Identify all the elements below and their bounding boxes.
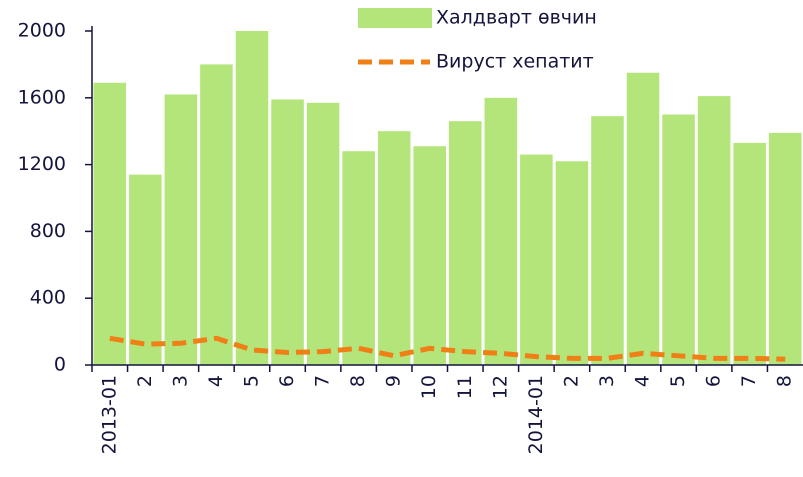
x-tick-label: 2014-01 xyxy=(525,375,547,454)
line xyxy=(109,335,786,362)
bar xyxy=(342,151,375,365)
bar xyxy=(555,161,589,365)
x-tick-label: 2 xyxy=(134,375,156,387)
y-tick-label: 2000 xyxy=(18,20,66,42)
x-tick-label: 4 xyxy=(205,375,227,387)
legend-label: Халдварт өвчин xyxy=(436,7,597,29)
x-tick-label: 5 xyxy=(667,375,689,387)
y-tick-label: 800 xyxy=(30,220,66,242)
x-tick-label: 3 xyxy=(596,375,618,387)
bar xyxy=(768,132,802,365)
x-tick-label: 9 xyxy=(383,375,405,387)
x-tick-label: 2 xyxy=(560,375,582,387)
x-tick-label: 3 xyxy=(169,375,191,387)
bar xyxy=(93,82,127,366)
legend-label: Вируст хепатит xyxy=(436,51,594,73)
y-tick-label: 400 xyxy=(30,287,66,309)
bar xyxy=(271,99,304,365)
y-tick-label: 1200 xyxy=(18,153,66,175)
x-tick-label: 10 xyxy=(418,375,440,399)
x-tick-label: 11 xyxy=(454,375,476,399)
bar xyxy=(306,102,340,365)
bar xyxy=(697,96,731,365)
x-tick-label: 7 xyxy=(738,375,760,387)
x-tick-label: 6 xyxy=(703,375,725,387)
legend-swatch xyxy=(358,8,432,28)
x-tick-label: 7 xyxy=(312,375,334,387)
y-tick-label: 0 xyxy=(54,354,66,376)
x-tick-label: 4 xyxy=(632,375,654,387)
bar xyxy=(413,146,446,365)
bar xyxy=(449,121,482,366)
bar xyxy=(520,154,553,365)
x-tick-label: 12 xyxy=(489,375,511,399)
bar xyxy=(626,72,660,365)
bar xyxy=(377,131,411,365)
bar xyxy=(129,174,162,365)
bar xyxy=(200,64,233,366)
x-tick-label: 8 xyxy=(774,375,796,387)
y-tick-label: 1600 xyxy=(18,86,66,108)
x-tick-label: 6 xyxy=(276,375,298,387)
x-tick-label: 8 xyxy=(347,375,369,387)
bar xyxy=(235,31,269,365)
bar xyxy=(164,94,198,366)
bar xyxy=(733,142,766,365)
bar xyxy=(591,116,624,365)
x-tick-label: 5 xyxy=(240,375,262,387)
x-tick-label: 2013-01 xyxy=(98,375,120,454)
bar xyxy=(484,97,518,366)
bar xyxy=(662,114,695,365)
